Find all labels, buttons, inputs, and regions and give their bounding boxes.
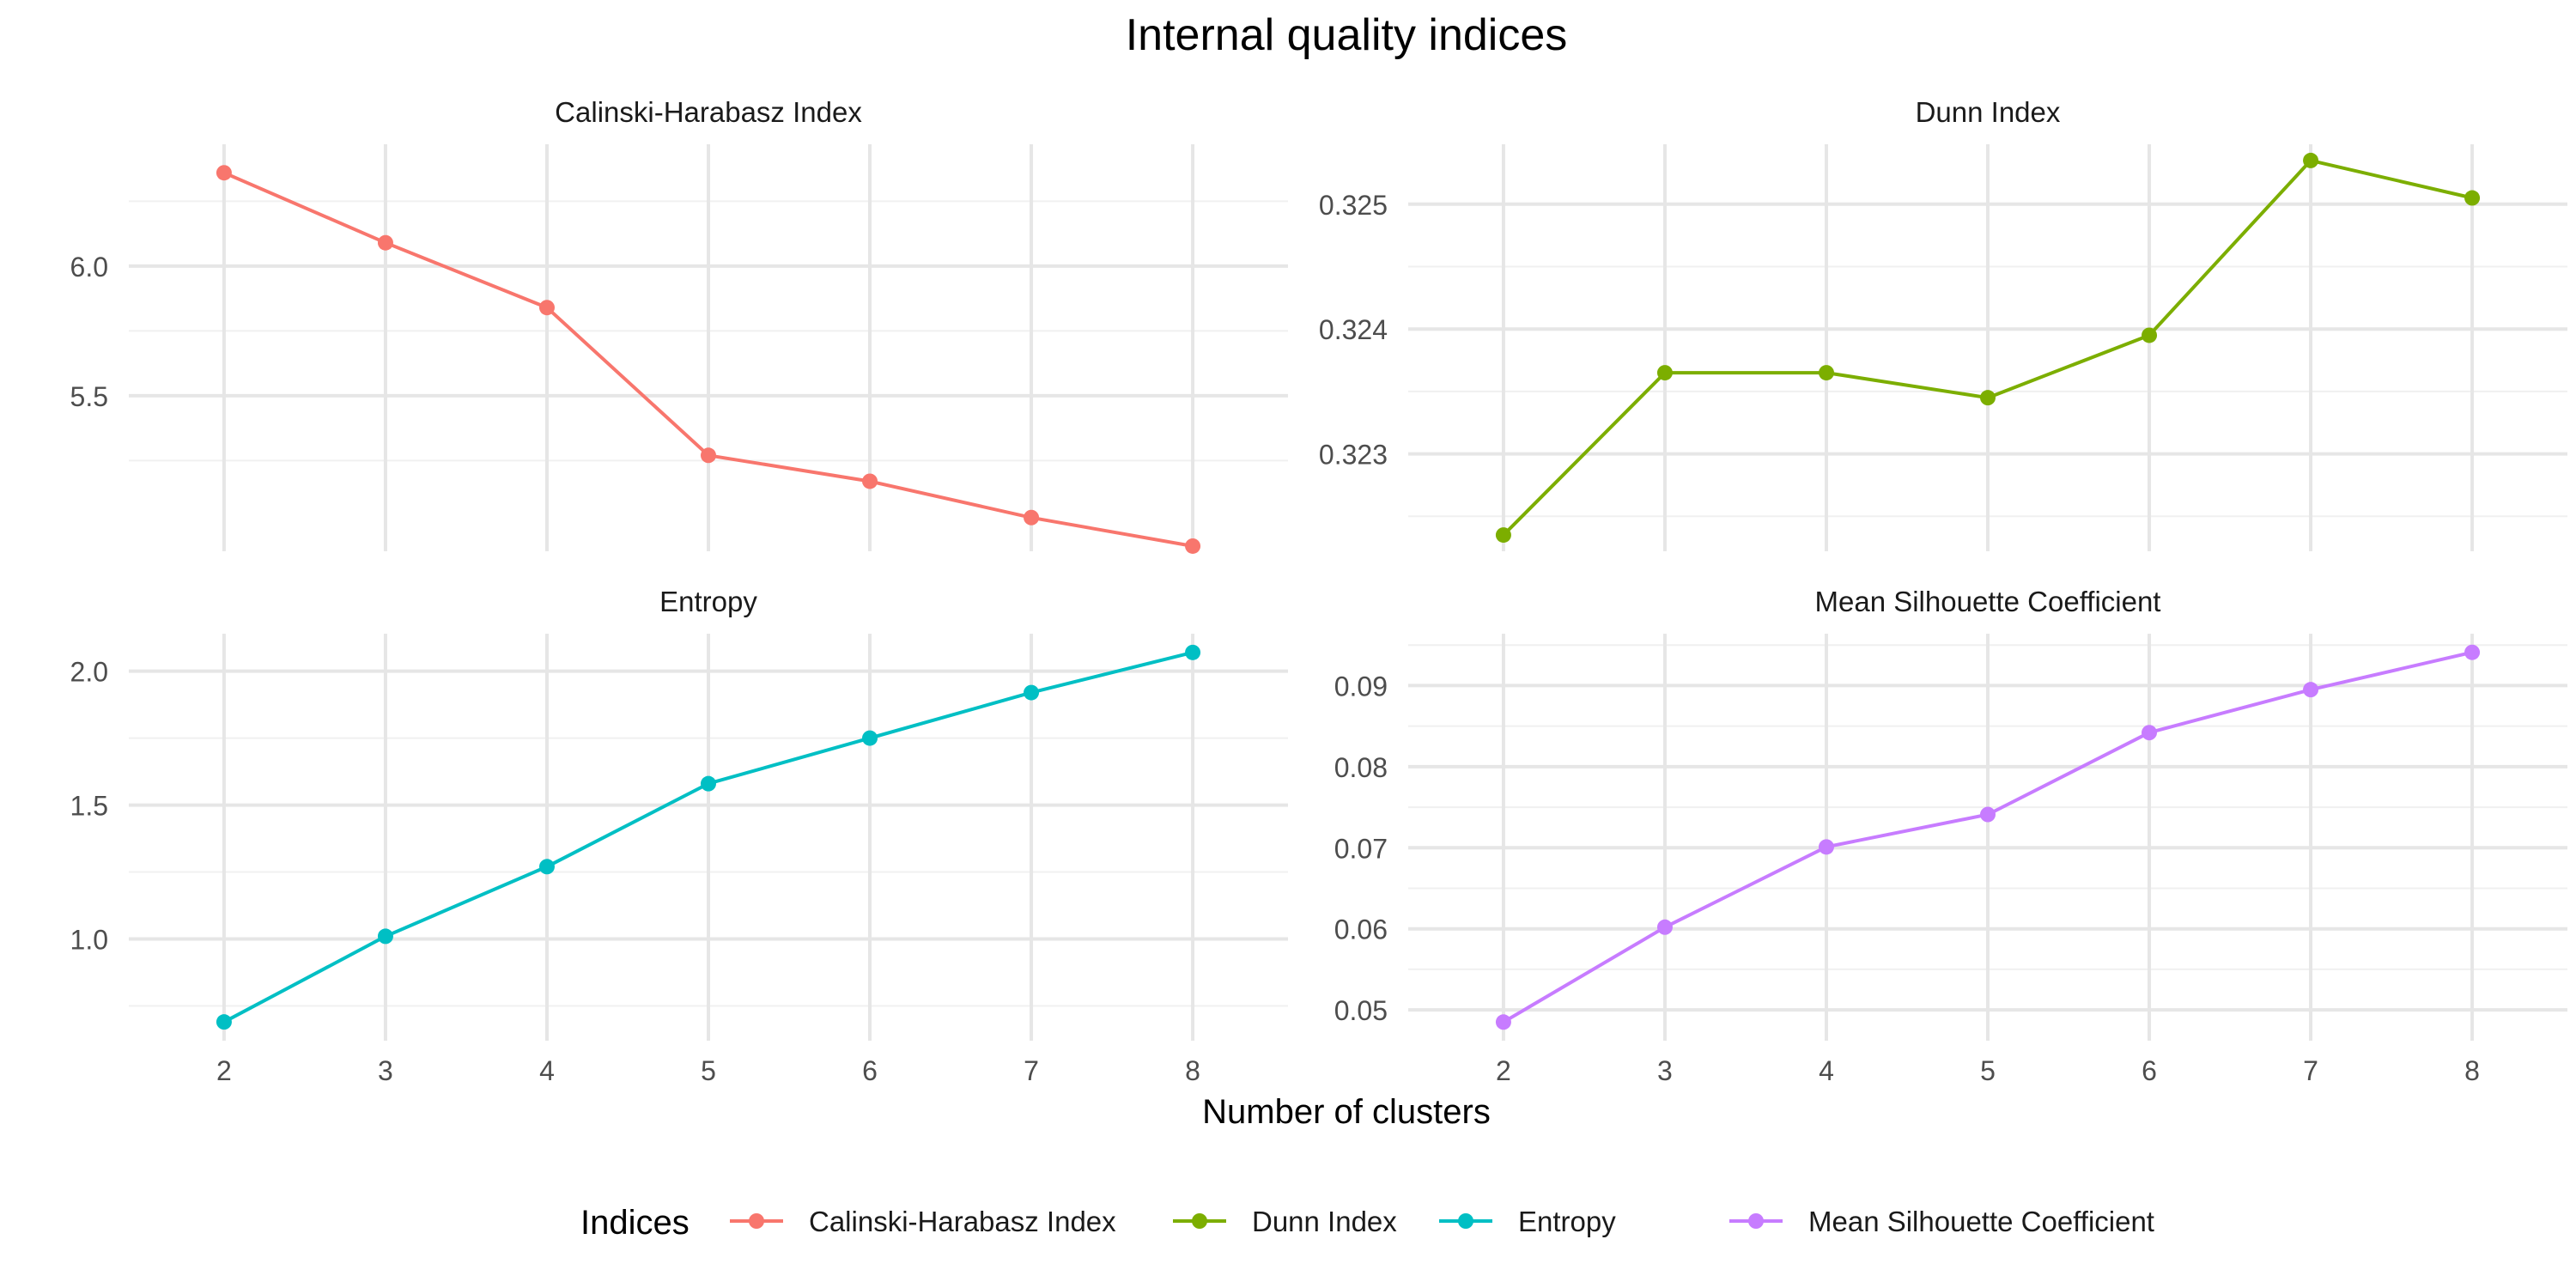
y-tick-label: 2.0 [70, 657, 108, 688]
x-tick-label: 2 [216, 1055, 232, 1086]
data-point [1980, 806, 1996, 823]
data-point [2303, 152, 2319, 168]
x-tick-label: 6 [2142, 1055, 2157, 1086]
data-point [1495, 1014, 1511, 1030]
legend-key-point [749, 1213, 764, 1229]
y-tick-label: 0.05 [1334, 995, 1388, 1026]
y-tick-label: 0.06 [1334, 914, 1388, 945]
data-point [1656, 919, 1673, 935]
legend-key-point [1458, 1213, 1473, 1229]
x-tick-label: 7 [2303, 1055, 2318, 1086]
data-point [1818, 365, 1834, 381]
legend-label: Calinski-Harabasz Index [809, 1206, 1116, 1237]
y-tick-label: 0.324 [1319, 314, 1388, 345]
data-point [1818, 839, 1834, 855]
y-tick-label: 0.07 [1334, 833, 1388, 864]
data-point [216, 1014, 232, 1030]
data-point [2464, 644, 2481, 660]
chart-title: Internal quality indices [1126, 10, 1568, 60]
data-point [216, 165, 232, 181]
panel-title: Calinski-Harabasz Index [555, 96, 862, 128]
x-tick-label: 3 [378, 1055, 393, 1086]
data-point [1980, 390, 1996, 406]
x-axis-label: Number of clusters [1202, 1093, 1491, 1131]
panel-title: Mean Silhouette Coefficient [1815, 586, 2161, 617]
legend-entry: Calinski-Harabasz Index [730, 1206, 1116, 1237]
data-point [2303, 682, 2319, 698]
y-tick-label: 5.5 [70, 381, 108, 412]
facet-panel: Mean Silhouette Coefficient 0.05 0.06 0.07 0… [1334, 586, 2567, 1086]
data-point [701, 447, 716, 464]
data-point [538, 859, 555, 875]
x-tick-label: 4 [1819, 1055, 1834, 1086]
facet-panel: Entropy 1.0 1.5 2.0 2 3 4 5 6 7 8 [70, 586, 1288, 1086]
y-tick-label: 6.0 [70, 252, 108, 283]
x-tick-label: 2 [1496, 1055, 1511, 1086]
y-tick-label: 0.08 [1334, 752, 1388, 783]
legend-key-point [1748, 1213, 1764, 1229]
data-point [2142, 725, 2158, 741]
y-tick-label: 0.09 [1334, 671, 1388, 702]
facet-panel: Calinski-Harabasz Index 5.5 6.0 [70, 96, 1288, 554]
x-tick-label: 3 [1657, 1055, 1673, 1086]
legend-label: Mean Silhouette Coefficient [1808, 1206, 2154, 1237]
y-tick-label: 0.323 [1319, 440, 1388, 471]
x-tick-label: 5 [701, 1055, 716, 1086]
legend-entry: Mean Silhouette Coefficient [1729, 1206, 2154, 1237]
data-point [862, 730, 878, 746]
legend-label: Dunn Index [1252, 1206, 1397, 1237]
panel-title: Entropy [659, 586, 757, 617]
y-tick-label: 1.5 [70, 791, 108, 822]
x-tick-label: 6 [862, 1055, 878, 1086]
data-point [1495, 527, 1511, 544]
data-point [377, 928, 393, 945]
panel-title: Dunn Index [1916, 96, 2061, 128]
data-point [538, 300, 555, 316]
data-point [1185, 538, 1201, 554]
data-point [862, 473, 878, 489]
x-tick-label: 8 [2464, 1055, 2480, 1086]
y-tick-label: 0.325 [1319, 190, 1388, 221]
legend-label: Entropy [1518, 1206, 1616, 1237]
x-tick-label: 4 [539, 1055, 555, 1086]
facet-panels: Calinski-Harabasz Index 5.5 6.0 Dunn Index 0… [70, 96, 2567, 1086]
data-point [701, 775, 716, 792]
legend-title: Indices [580, 1204, 690, 1242]
x-tick-label: 5 [1980, 1055, 1996, 1086]
x-tick-label: 7 [1024, 1055, 1039, 1086]
y-tick-label: 1.0 [70, 925, 108, 956]
data-point [377, 234, 393, 251]
data-point [2464, 190, 2481, 206]
data-point [1024, 684, 1040, 701]
x-tick-label: 8 [1185, 1055, 1200, 1086]
legend-entry: Entropy [1439, 1206, 1616, 1237]
legend-key-point [1192, 1213, 1207, 1229]
data-point [1185, 644, 1201, 660]
legend: Indices Calinski-Harabasz Index Dunn Index… [580, 1204, 2154, 1242]
legend-entry: Dunn Index [1173, 1206, 1397, 1237]
data-point [2142, 327, 2158, 343]
data-point [1656, 365, 1673, 381]
data-point [1024, 509, 1040, 526]
facet-panel: Dunn Index 0.323 0.324 0.325 [1319, 96, 2567, 551]
